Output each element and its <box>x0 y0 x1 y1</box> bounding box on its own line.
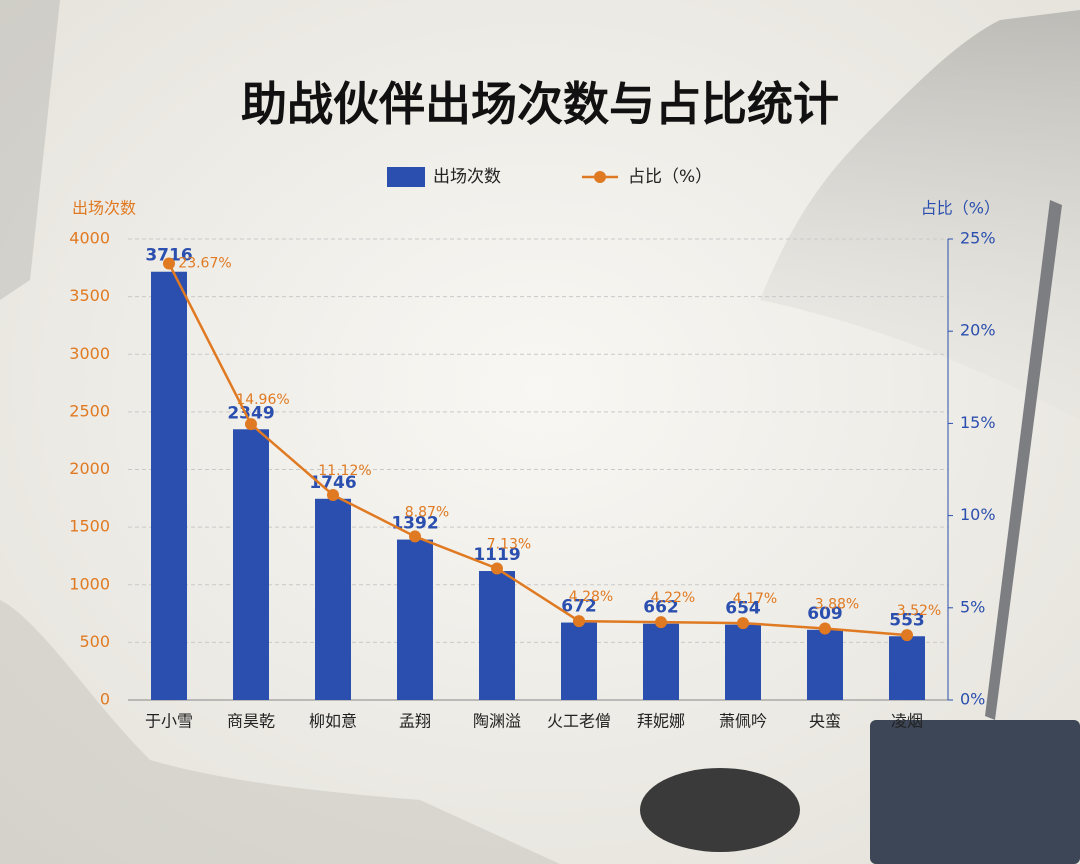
inkstone-decor <box>640 768 800 852</box>
bar <box>151 271 187 700</box>
x-tick-label: 凌烟 <box>891 712 923 731</box>
x-tick-label: 于小雪 <box>145 712 193 731</box>
bar-value-label: 553 <box>889 610 925 630</box>
bar <box>561 622 597 700</box>
mountain-decor <box>760 10 1080 420</box>
line-value-label: 14.96% <box>236 392 289 408</box>
legend-swatch <box>387 167 425 187</box>
bar-value-label: 1392 <box>391 514 438 534</box>
line-value-label: 4.28% <box>569 589 613 605</box>
y-axis-label: 出场次数 <box>72 199 136 218</box>
line-value-label: 4.22% <box>651 590 695 606</box>
bar <box>397 539 433 700</box>
bar <box>233 429 269 700</box>
line-value-label: 7.13% <box>487 537 531 553</box>
bar-value-label: 662 <box>643 598 679 618</box>
x-tick-label: 孟翔 <box>399 712 431 731</box>
y-tick-label: 0 <box>100 690 110 709</box>
x-tick-label: 柳如意 <box>309 712 357 731</box>
bar <box>643 623 679 700</box>
line-marker <box>245 418 257 431</box>
y2-tick-label: 15% <box>960 413 996 432</box>
x-tick-label: 商昊乾 <box>227 712 275 731</box>
line-marker <box>819 622 831 635</box>
bamboo-decor <box>0 0 60 300</box>
y2-tick-label: 0% <box>960 690 985 709</box>
y-tick-label: 3500 <box>69 286 110 305</box>
bar <box>889 636 925 700</box>
x-tick-label: 拜妮娜 <box>637 712 685 731</box>
x-tick-label: 央蛮 <box>809 712 841 731</box>
x-tick-label: 陶渊溢 <box>473 712 521 731</box>
legend-label: 占比（%） <box>628 167 712 187</box>
bar-value-label: 1119 <box>473 545 520 565</box>
bar <box>479 571 515 700</box>
y-tick-label: 3000 <box>69 344 110 363</box>
bar-value-label: 654 <box>725 599 761 619</box>
line-marker <box>737 617 749 630</box>
line-marker <box>163 257 175 270</box>
bar <box>725 624 761 700</box>
line-marker <box>327 488 339 501</box>
bar-value-label: 609 <box>807 604 843 624</box>
line-marker <box>573 615 585 628</box>
y-tick-label: 1500 <box>69 517 110 536</box>
line-value-label: 8.87% <box>405 504 449 520</box>
line-value-label: 3.52% <box>897 603 941 619</box>
y2-tick-label: 10% <box>960 505 996 524</box>
y2-tick-label: 5% <box>960 597 985 616</box>
line-value-label: 4.17% <box>733 591 777 607</box>
bar-value-label: 3716 <box>145 246 192 266</box>
y2-tick-label: 25% <box>960 229 996 248</box>
line-marker <box>491 562 503 575</box>
line-marker <box>409 530 421 543</box>
bar-value-label: 1746 <box>309 473 356 493</box>
tree-decor <box>0 600 560 864</box>
line <box>167 262 908 637</box>
bar <box>315 498 351 700</box>
bar-value-label: 672 <box>561 597 597 617</box>
line-marker <box>901 629 913 642</box>
bar <box>807 629 843 700</box>
y2-axis-label: 占比（%） <box>921 199 1000 218</box>
line-value-label: 3.88% <box>815 596 859 612</box>
legend-label: 出场次数 <box>433 167 501 187</box>
legend-swatch <box>594 171 606 183</box>
y2-tick-label: 20% <box>960 321 996 340</box>
chart-title: 助战伙伴出场次数与占比统计 <box>241 77 839 131</box>
y-tick-label: 4000 <box>69 229 110 248</box>
y-tick-label: 2500 <box>69 401 110 420</box>
y-tick-label: 2000 <box>69 459 110 478</box>
y-tick-label: 500 <box>79 632 110 651</box>
y-tick-label: 1000 <box>69 574 110 593</box>
line-value-label: 23.67% <box>178 256 231 272</box>
line-marker <box>655 616 667 629</box>
sword-decor <box>985 200 1062 720</box>
bar-value-label: 2349 <box>227 403 274 423</box>
book-decor <box>870 720 1080 864</box>
line-value-label: 11.12% <box>318 463 371 479</box>
x-tick-label: 萧佩吟 <box>719 712 767 731</box>
x-tick-label: 火工老僧 <box>547 712 611 731</box>
